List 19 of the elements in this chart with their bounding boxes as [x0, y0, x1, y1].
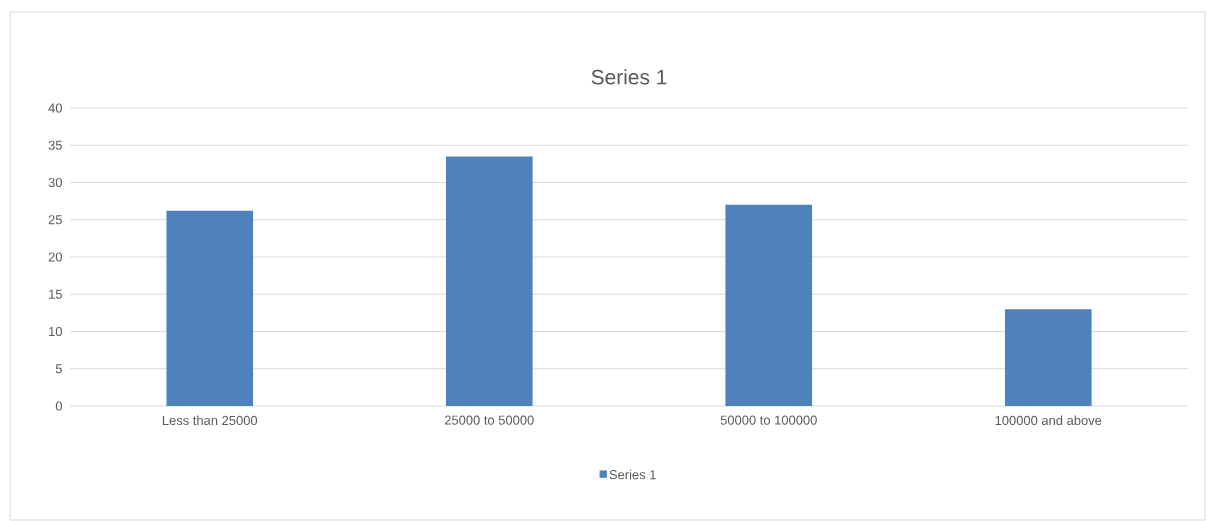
- bar: [1004, 309, 1092, 406]
- y-tick-label: 40: [48, 103, 62, 113]
- bar: [166, 210, 254, 406]
- y-tick-label: 35: [48, 140, 62, 150]
- bar: [725, 204, 813, 406]
- y-tick-label: 10: [49, 326, 62, 337]
- y-tick-label: 30: [48, 177, 62, 188]
- bar: [445, 156, 533, 406]
- y-tick-label: 15: [49, 289, 62, 299]
- y-tick-label: 0: [55, 401, 62, 411]
- y-tick-label: 20: [48, 252, 62, 262]
- y-tick-label: 5: [55, 364, 62, 374]
- x-tick-label: 100000 and above: [995, 415, 1102, 426]
- x-tick-label: 50000 to 100000: [720, 415, 817, 425]
- x-tick-label: Less than 25000: [162, 415, 258, 426]
- y-tick-label: 25: [48, 215, 62, 225]
- x-tick-label: 25000 to 50000: [444, 415, 534, 425]
- legend-label: Series 1: [609, 469, 656, 480]
- chart-title: Series 1: [591, 69, 667, 85]
